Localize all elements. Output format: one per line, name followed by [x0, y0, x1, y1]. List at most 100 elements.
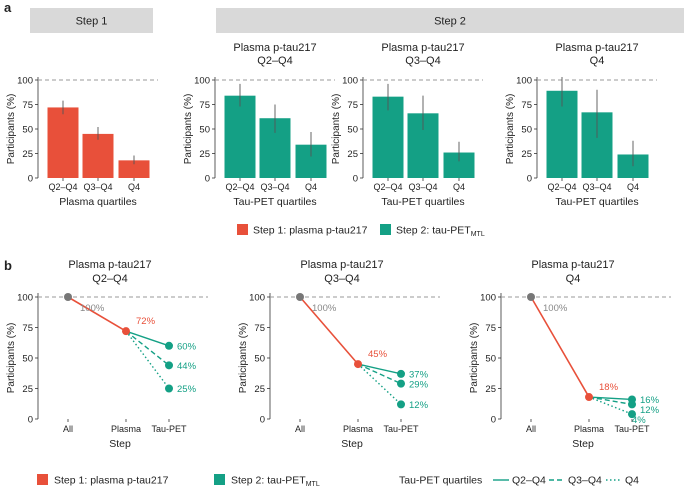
- bar-chart-2: Plasma p-tau217Q2–Q40255075100Participan…: [183, 42, 335, 208]
- label-tau-pet: 60%: [177, 341, 197, 352]
- legend-label-q2-q4: Q2–Q4: [512, 475, 546, 486]
- label-tau-pet: 4%: [632, 415, 646, 426]
- x-tick-label: Q4: [305, 182, 317, 192]
- x-axis-title: Tau-PET quartiles: [233, 196, 316, 208]
- y-tick-label: 75: [254, 323, 265, 334]
- step2-line: [125, 330, 170, 389]
- step2-line: [588, 396, 633, 406]
- x-tick-label: Tau-PET: [151, 424, 187, 434]
- figure-frame: a b Step 1 Step 2: [4, 0, 684, 273]
- label-tau-pet: 37%: [409, 369, 429, 380]
- line-chart-title-line2: Q4: [566, 273, 581, 285]
- point-tau-pet: [628, 410, 636, 419]
- y-tick-label: 50: [22, 354, 33, 365]
- point-tau-pet: [165, 384, 173, 393]
- bar-chart-title-line2: Q3–Q4: [405, 55, 440, 67]
- x-tick-label: Q3–Q4: [408, 182, 437, 192]
- x-tick-label: Q3–Q4: [260, 182, 289, 192]
- y-axis-title: Participants (%): [469, 323, 480, 394]
- step1-header-box: [30, 8, 153, 33]
- y-tick-label: 0: [353, 174, 358, 185]
- bar-chart-title-line1: Plasma p-tau217: [381, 42, 464, 54]
- y-tick-label: 75: [22, 100, 33, 111]
- legend-label-q4: Q4: [625, 475, 639, 486]
- y-tick-label: 100: [17, 76, 33, 87]
- x-tick-label: Q3–Q4: [83, 182, 112, 192]
- line-chart-2: Plasma p-tau217 Q3–Q4 0 25 50 75 100 Participan…: [238, 259, 440, 450]
- label-plasma: 18%: [599, 382, 619, 393]
- label-tau-pet: 12%: [409, 400, 429, 411]
- x-tick-label: Q4: [627, 182, 639, 192]
- x-tick-label: All: [295, 424, 305, 434]
- label-all: 100%: [543, 303, 568, 314]
- x-tick-label: Plasma: [574, 424, 604, 434]
- line-chart-title-line1: Plasma p-tau217: [531, 259, 614, 271]
- panel-b-legend: Step 1: plasma p-tau217 Step 2: tau-PETMT…: [37, 474, 639, 486]
- y-tick-label: 75: [521, 100, 532, 111]
- y-tick-label: 25: [521, 149, 532, 160]
- x-tick-label: Q4: [453, 182, 465, 192]
- line-chart-1: Plasma p-tau217 Q2–Q4 0 25 50 75 100 Participan…: [6, 259, 208, 450]
- label-tau-pet: 16%: [640, 395, 660, 406]
- label-tau-pet: 29%: [409, 379, 429, 390]
- step2-header-label: Step 2: [434, 16, 466, 28]
- y-tick-label: 100: [516, 76, 532, 87]
- point-plasma: [585, 393, 593, 402]
- panel-a-legend: Step 1: plasma p-tau217 Step 2: tau-PETMT…: [237, 224, 485, 238]
- x-tick-label: All: [526, 424, 536, 434]
- step2-line: [357, 363, 402, 385]
- bar-chart-3: Plasma p-tau217Q3–Q40255075100Participan…: [331, 42, 483, 208]
- label-tau-pet: 12%: [640, 405, 660, 416]
- y-tick-label: 50: [199, 125, 210, 136]
- y-tick-label: 75: [347, 100, 358, 111]
- x-tick-label: Q2–Q4: [373, 182, 402, 192]
- point-all: [527, 293, 535, 301]
- step2-line: [125, 330, 170, 347]
- point-tau-pet: [397, 379, 405, 388]
- step1-line: [530, 296, 590, 398]
- legend-label-step2: Step 2: tau-PETMTL: [396, 225, 485, 239]
- step1-header-label: Step 1: [76, 16, 108, 28]
- y-axis-title: Participants (%): [238, 323, 249, 394]
- legend-label-step2-subscript: MTL: [306, 481, 320, 486]
- y-tick-label: 0: [527, 174, 532, 185]
- point-tau-pet: [165, 361, 173, 370]
- y-tick-label: 50: [22, 125, 33, 136]
- label-tau-pet: 25%: [177, 384, 197, 395]
- bar: [224, 95, 256, 178]
- point-all: [296, 293, 304, 301]
- x-axis-title: Step: [572, 438, 594, 450]
- y-tick-label: 25: [22, 384, 33, 395]
- bar-chart-4: Plasma p-tau217Q40255075100Participants …: [505, 42, 657, 208]
- point-all: [64, 293, 72, 301]
- legend-label-step2-subscript: MTL: [471, 231, 485, 238]
- y-tick-label: 75: [485, 323, 496, 334]
- bar-chart-title-line2: Q2–Q4: [257, 55, 292, 67]
- line-chart-title-line1: Plasma p-tau217: [68, 259, 151, 271]
- point-tau-pet: [628, 400, 636, 409]
- legend-quartiles-title: Tau-PET quartiles: [399, 475, 482, 486]
- line-chart-title-line2: Q3–Q4: [324, 273, 359, 285]
- bar: [118, 160, 150, 178]
- x-tick-label: Tau-PET: [614, 424, 650, 434]
- y-tick-label: 25: [347, 149, 358, 160]
- step1-line: [299, 296, 359, 365]
- y-tick-label: 0: [491, 415, 496, 426]
- x-axis-title: Tau-PET quartiles: [381, 196, 464, 208]
- y-tick-label: 0: [260, 415, 265, 426]
- x-axis-title: Step: [341, 438, 363, 450]
- y-tick-label: 100: [480, 293, 496, 304]
- x-tick-label: Q2–Q4: [48, 182, 77, 192]
- point-tau-pet: [397, 369, 405, 378]
- bar-chart-title-line1: Plasma p-tau217: [555, 42, 638, 54]
- y-tick-label: 100: [17, 293, 33, 304]
- point-tau-pet: [397, 400, 405, 409]
- label-all: 100%: [312, 303, 337, 314]
- panel-label-a: a: [4, 0, 12, 15]
- y-tick-label: 0: [205, 174, 210, 185]
- line-chart-3: Plasma p-tau217 Q4 0 25 50 75 100 Participants …: [469, 259, 671, 450]
- line-chart-title-line1: Plasma p-tau217: [300, 259, 383, 271]
